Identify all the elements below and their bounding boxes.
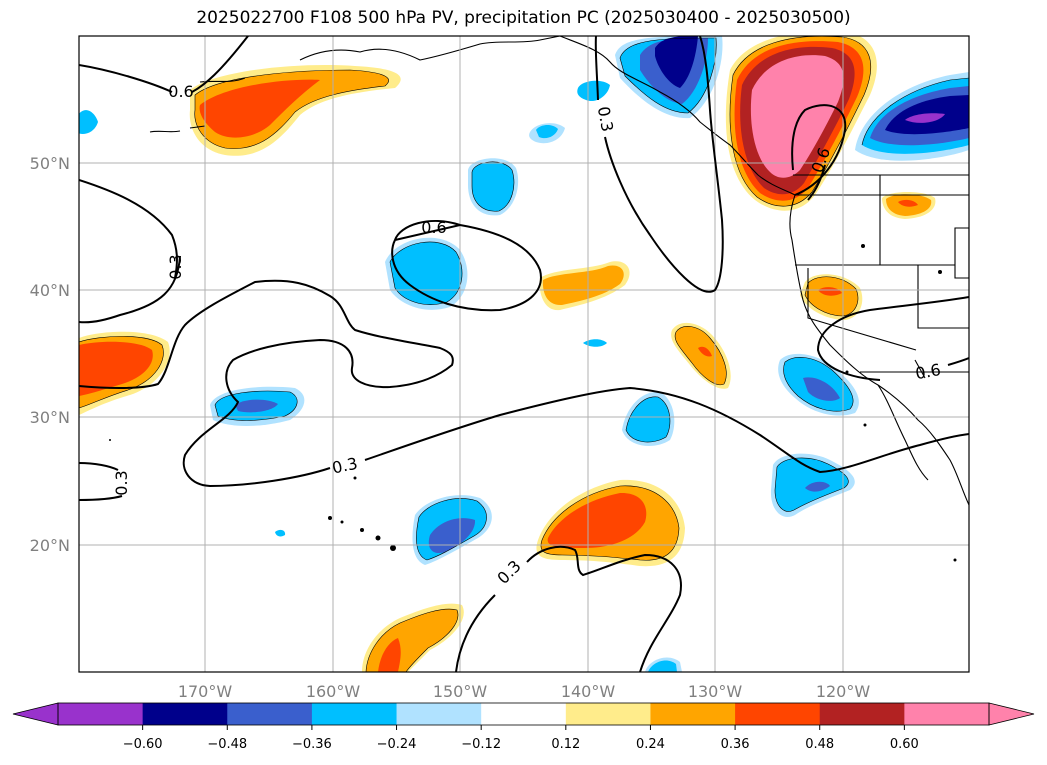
precip-positive-alaska <box>189 65 401 156</box>
colorbar-swatch <box>311 703 398 725</box>
lon-label: 150°W <box>433 682 488 701</box>
map-plot-area: 0.6 0.3 0.6 0.3 0.6 0.3 0.3 0.6 0.3 <box>79 36 969 672</box>
map-frame <box>78 35 970 673</box>
colorbar-swatch <box>396 703 482 725</box>
colorbar-tick-label: −0.48 <box>207 737 247 752</box>
colorbar-tick-label: 0.36 <box>721 737 750 752</box>
latitude-labels: 50°N 40°N 30°N 20°N <box>30 154 70 555</box>
contour-label: 0.3 <box>330 454 359 478</box>
contour-label: 0.3 <box>166 254 185 279</box>
precip-negative-ne <box>855 72 969 161</box>
colorbar-swatch <box>142 703 228 725</box>
precip-negative-north-pacific <box>468 158 519 216</box>
precip-positive-west <box>79 331 170 415</box>
precip-negative-california <box>778 353 859 416</box>
colorbar-tick-label: −0.60 <box>123 737 163 752</box>
precip-positive-subtropical <box>539 261 630 311</box>
colorbar-tick-label: 0.24 <box>636 737 665 752</box>
contour-label: 0.6 <box>421 218 446 237</box>
colorbar-swatch <box>735 703 821 725</box>
lat-label: 50°N <box>30 154 70 173</box>
lat-label: 20°N <box>30 536 70 555</box>
map-title: 2025022700 F108 500 hPa PV, precipitatio… <box>196 8 851 28</box>
precip-negative-central <box>622 391 675 446</box>
colorbar: −0.60 −0.48 −0.36 −0.24 −0.12 0.12 0.24 0.36 0.4… <box>12 702 1035 752</box>
colorbar-tick-label: 0.48 <box>805 737 834 752</box>
colorbar-tick-label: −0.36 <box>292 737 332 752</box>
lat-label: 30°N <box>30 408 70 427</box>
precip-negative-south <box>645 657 682 672</box>
precip-positive-oregon <box>800 274 863 320</box>
colorbar-swatch <box>565 703 651 725</box>
lon-label: 140°W <box>561 682 616 701</box>
contour-label: 0.6 <box>914 360 942 383</box>
lat-label: 40°N <box>30 281 70 300</box>
precip-positive-south-west <box>362 603 464 672</box>
colorbar-swatch <box>58 703 144 725</box>
precip-negative-small-patches <box>79 80 610 537</box>
colorbar-swatch <box>227 703 313 725</box>
precip-positive-east-pacific <box>671 322 731 389</box>
colorbar-tick-label: 0.60 <box>890 737 919 752</box>
colorbar-swatch <box>650 703 736 725</box>
graticule <box>79 36 969 672</box>
precip-negative-bc <box>615 36 723 119</box>
longitude-labels: 170°W 160°W 150°W 140°W 130°W 120°W <box>178 682 871 701</box>
pv-contour-layer <box>79 36 969 672</box>
lon-label: 120°W <box>816 682 871 701</box>
colorbar-extend-max <box>989 703 1034 725</box>
lon-label: 170°W <box>178 682 233 701</box>
colorbar-tick-label: −0.12 <box>461 737 501 752</box>
colorbar-swatch <box>904 703 990 725</box>
colorbar-swatch <box>481 703 567 725</box>
lon-label: 160°W <box>306 682 361 701</box>
lon-label: 130°W <box>688 682 743 701</box>
contour-label: 0.6 <box>168 82 193 101</box>
contour-label: 0.3 <box>112 470 131 495</box>
colorbar-tick-label: 0.12 <box>551 737 580 752</box>
contour-label: 0.3 <box>594 105 617 133</box>
precip-fill-layer <box>79 36 969 672</box>
colorbar-tick-label: −0.24 <box>377 737 417 752</box>
coastline-layer <box>149 36 969 506</box>
colorbar-extend-min <box>13 703 58 725</box>
colorbar-swatch <box>819 703 905 725</box>
precip-negative-subtropical <box>385 237 468 310</box>
precip-positive-idaho <box>882 192 936 219</box>
